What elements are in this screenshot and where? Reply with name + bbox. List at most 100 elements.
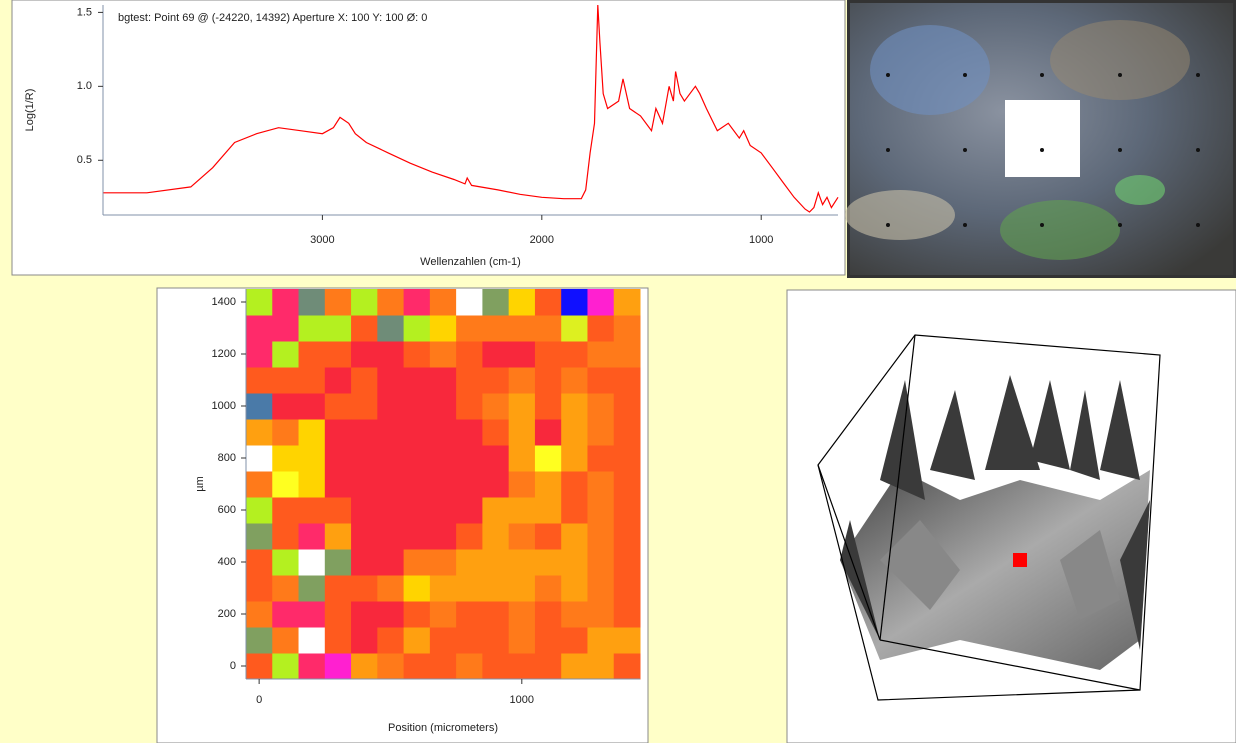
map-cell xyxy=(561,367,588,394)
map-cell xyxy=(613,341,641,368)
map-cell xyxy=(351,627,378,654)
map-cell xyxy=(351,601,378,628)
map-cell xyxy=(587,523,615,550)
map-cell xyxy=(561,549,588,576)
map-cell xyxy=(324,549,352,576)
map-cell xyxy=(298,627,326,654)
image-region xyxy=(1050,20,1190,100)
map-cell xyxy=(324,341,352,368)
map-cell xyxy=(482,523,510,550)
map-cell xyxy=(429,341,457,368)
map-cell xyxy=(298,653,326,680)
map-cell xyxy=(246,653,273,680)
map-cell xyxy=(508,497,536,524)
map-cell xyxy=(482,315,510,342)
map-cell xyxy=(403,653,431,680)
map-cell xyxy=(456,549,483,576)
map-cell xyxy=(351,315,378,342)
map-cell xyxy=(508,471,536,498)
y-tick-label: 1200 xyxy=(212,348,236,360)
map-cell xyxy=(377,289,405,316)
map-cell xyxy=(429,471,457,498)
map-cell xyxy=(429,289,457,316)
map-cell xyxy=(246,497,273,524)
map-cell xyxy=(561,419,588,446)
map-cell xyxy=(351,341,378,368)
map-cell xyxy=(534,575,562,602)
map-cell xyxy=(613,497,641,524)
map-cell xyxy=(403,549,431,576)
map-cell xyxy=(272,471,300,498)
map-cell xyxy=(246,471,273,498)
map-cell xyxy=(482,549,510,576)
x-axis-label: Position (micrometers) xyxy=(388,722,498,734)
map-cell xyxy=(456,601,483,628)
map-cell xyxy=(324,445,352,472)
map-cell xyxy=(351,419,378,446)
map-cell xyxy=(324,653,352,680)
map-cell xyxy=(377,653,405,680)
map-cell xyxy=(351,471,378,498)
map-cell xyxy=(298,367,326,394)
surface xyxy=(840,470,1150,670)
grid-points xyxy=(886,73,1200,227)
map-cell xyxy=(324,601,352,628)
map-cell xyxy=(613,471,641,498)
map-cell xyxy=(561,445,588,472)
map-cell xyxy=(324,393,352,420)
map-cell xyxy=(587,315,615,342)
map-cell xyxy=(587,471,615,498)
map-cell xyxy=(272,419,300,446)
x-tick-label: 1000 xyxy=(510,694,534,706)
x-tick-label: 0 xyxy=(256,694,262,706)
map-cell xyxy=(377,523,405,550)
map-cell xyxy=(508,601,536,628)
map-cell xyxy=(324,497,352,524)
map-cell xyxy=(351,653,378,680)
map-cell xyxy=(587,497,615,524)
map-cell xyxy=(534,367,562,394)
map-cell xyxy=(246,367,273,394)
map-cell xyxy=(456,497,483,524)
map-cell xyxy=(587,445,615,472)
map-chart: 0 1000 0 200 400 600 800 1000 1200 1400 Position (… xyxy=(194,289,641,734)
map-cell xyxy=(613,601,641,628)
map-cell xyxy=(456,653,483,680)
map-cell xyxy=(456,627,483,654)
map-cell xyxy=(508,575,536,602)
map-cell xyxy=(298,497,326,524)
map-cell xyxy=(482,341,510,368)
map-cell xyxy=(377,445,405,472)
map-cell xyxy=(429,653,457,680)
map-cell xyxy=(561,627,588,654)
map-cell xyxy=(613,627,641,654)
map-cell xyxy=(351,549,378,576)
video-image-panel xyxy=(845,0,1236,278)
map-cell xyxy=(561,471,588,498)
map-cell xyxy=(246,419,273,446)
map-cell xyxy=(272,315,300,342)
map-cell xyxy=(534,419,562,446)
map-cell xyxy=(246,289,273,316)
map-cell xyxy=(246,315,273,342)
x-tick-label: 2000 xyxy=(530,234,554,246)
map-cell xyxy=(508,289,536,316)
map-cell xyxy=(377,341,405,368)
map-cell xyxy=(298,289,326,316)
map-cell xyxy=(561,289,588,316)
map-cell xyxy=(508,549,536,576)
map-cell xyxy=(482,627,510,654)
map-cell xyxy=(587,627,615,654)
map-cell xyxy=(456,575,483,602)
map-cell xyxy=(246,523,273,550)
x-tick-label: 1000 xyxy=(749,234,773,246)
map-cell xyxy=(351,367,378,394)
x-tick-label: 3000 xyxy=(310,234,334,246)
map-cell xyxy=(587,393,615,420)
map-cell xyxy=(456,367,483,394)
map-cell xyxy=(324,471,352,498)
map-cell xyxy=(272,575,300,602)
map-cell xyxy=(377,549,405,576)
map-cell xyxy=(613,575,641,602)
